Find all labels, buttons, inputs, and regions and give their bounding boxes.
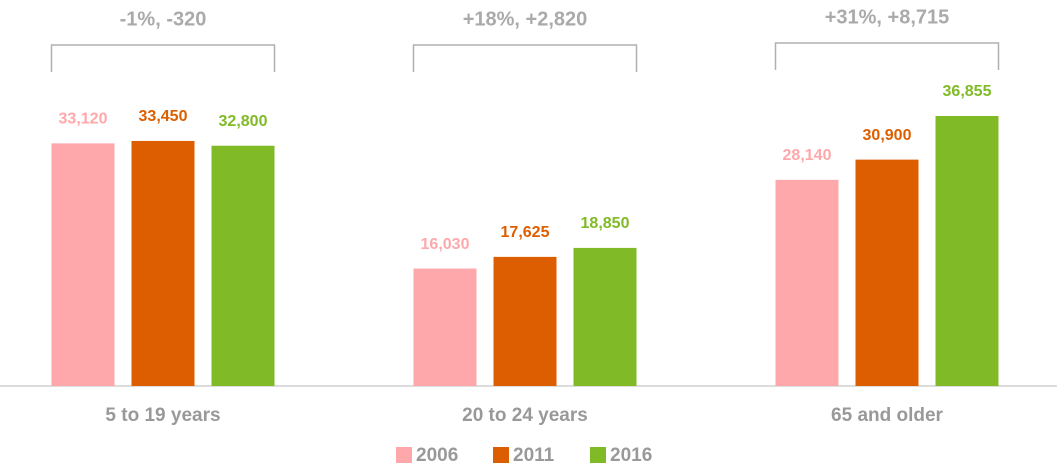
legend-label: 2011 [513, 445, 555, 466]
x-tick-label: 65 and older [831, 405, 944, 426]
bar [413, 268, 477, 386]
value-label: 30,900 [863, 127, 912, 144]
value-label: 16,030 [421, 236, 470, 253]
bar [855, 159, 919, 386]
bar [935, 116, 999, 386]
value-label: 36,855 [943, 83, 992, 100]
value-label: 32,800 [219, 113, 268, 130]
annotation: +31%, +8,715 [825, 6, 950, 28]
x-tick-label: 20 to 24 years [462, 405, 588, 426]
bar [573, 247, 637, 386]
x-tick-label: 5 to 19 years [105, 405, 220, 426]
bracket [774, 42, 1000, 70]
legend-label: 2006 [416, 445, 458, 466]
legend-label: 2016 [610, 445, 652, 466]
bar [51, 143, 115, 386]
bar [131, 140, 195, 386]
value-label: 28,140 [783, 147, 832, 164]
bracket [412, 44, 638, 72]
legend-swatch [396, 447, 412, 463]
bar [211, 145, 275, 386]
value-label: 17,625 [501, 224, 550, 241]
legend-swatch [493, 447, 509, 463]
bar [775, 179, 839, 386]
value-label: 33,450 [139, 108, 188, 125]
value-label: 18,850 [581, 215, 630, 232]
legend-swatch [590, 447, 606, 463]
annotation: -1%, -320 [120, 8, 207, 30]
value-label: 33,120 [59, 111, 108, 128]
bracket [50, 44, 276, 72]
bar [493, 256, 557, 386]
annotation: +18%, +2,820 [463, 8, 588, 30]
